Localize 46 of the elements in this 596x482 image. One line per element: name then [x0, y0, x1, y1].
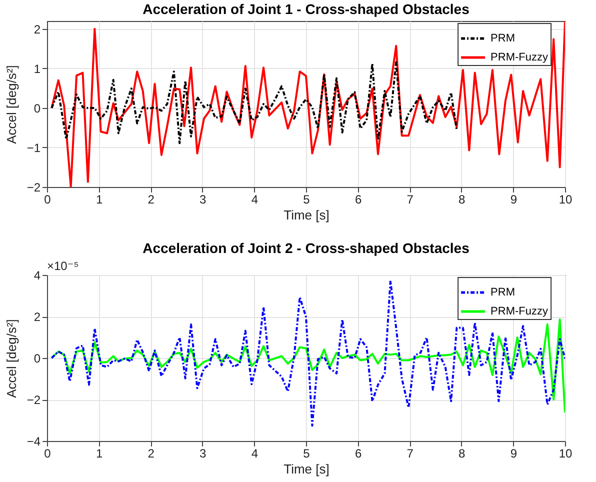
x-tick-label: 6: [354, 446, 362, 460]
y-tick-label: 0: [34, 101, 41, 116]
legend-label: PRM-Fuzzy: [490, 52, 548, 64]
y-tick-label: −4: [26, 434, 41, 448]
y-axis-title: Accel [deg/s²]: [4, 319, 19, 398]
y-tick-label: −2: [26, 180, 41, 194]
y-axis-title: Accel [deg/s²]: [4, 65, 19, 144]
x-tick-label: 5: [303, 446, 310, 460]
line-series: [50, 280, 565, 427]
x-axis-title: Time [s]: [284, 208, 330, 222]
x-tick-label: 0: [44, 192, 52, 206]
x-tick-label: 9: [510, 446, 518, 460]
y-tick-label: 0: [34, 352, 41, 366]
y-tick-label: 1: [34, 62, 41, 76]
x-tick-label: 7: [406, 192, 414, 206]
x-tick-label: 1: [96, 192, 103, 206]
x-tick-label: 0: [44, 446, 52, 460]
legend-label: PRM: [490, 32, 516, 44]
x-tick-label: 6: [354, 192, 362, 206]
y-tick-label: 2: [34, 310, 41, 324]
x-tick-label: 5: [303, 192, 310, 206]
x-tick-label: 8: [458, 192, 466, 206]
y-tick-label: 4: [34, 268, 41, 282]
line-series: [50, 61, 458, 144]
line-series: [50, 21, 565, 187]
x-tick-label: 3: [200, 446, 207, 460]
x-axis-title: Time [s]: [284, 462, 330, 476]
x-tick-label: 2: [148, 446, 155, 460]
legend-label: PRM: [490, 286, 516, 298]
x-tick-label: 7: [406, 446, 414, 460]
x-tick-label: 4: [251, 446, 258, 460]
x-tick-label: 4: [251, 192, 258, 206]
x-tick-label: 2: [148, 192, 155, 206]
legend-label: PRM-Fuzzy: [490, 306, 548, 318]
x-tick-label: 9: [510, 192, 518, 206]
y-tick-label: 2: [34, 22, 41, 36]
text: ×10⁻⁵: [47, 259, 79, 273]
x-tick-label: 1: [96, 446, 103, 460]
x-tick-label: 3: [200, 192, 207, 206]
y-tick-label: −1: [26, 140, 41, 155]
x-tick-label: 10: [558, 446, 572, 460]
x-tick-label: 8: [458, 446, 466, 460]
chart-title: Acceleration of Joint 2 - Cross-shaped Obstacles: [142, 240, 470, 256]
y-tick-label: −2: [26, 393, 41, 407]
chart-title: Acceleration of Joint 1 - Cross-shaped Obstacles: [142, 1, 470, 17]
x-tick-label: 10: [558, 192, 572, 206]
